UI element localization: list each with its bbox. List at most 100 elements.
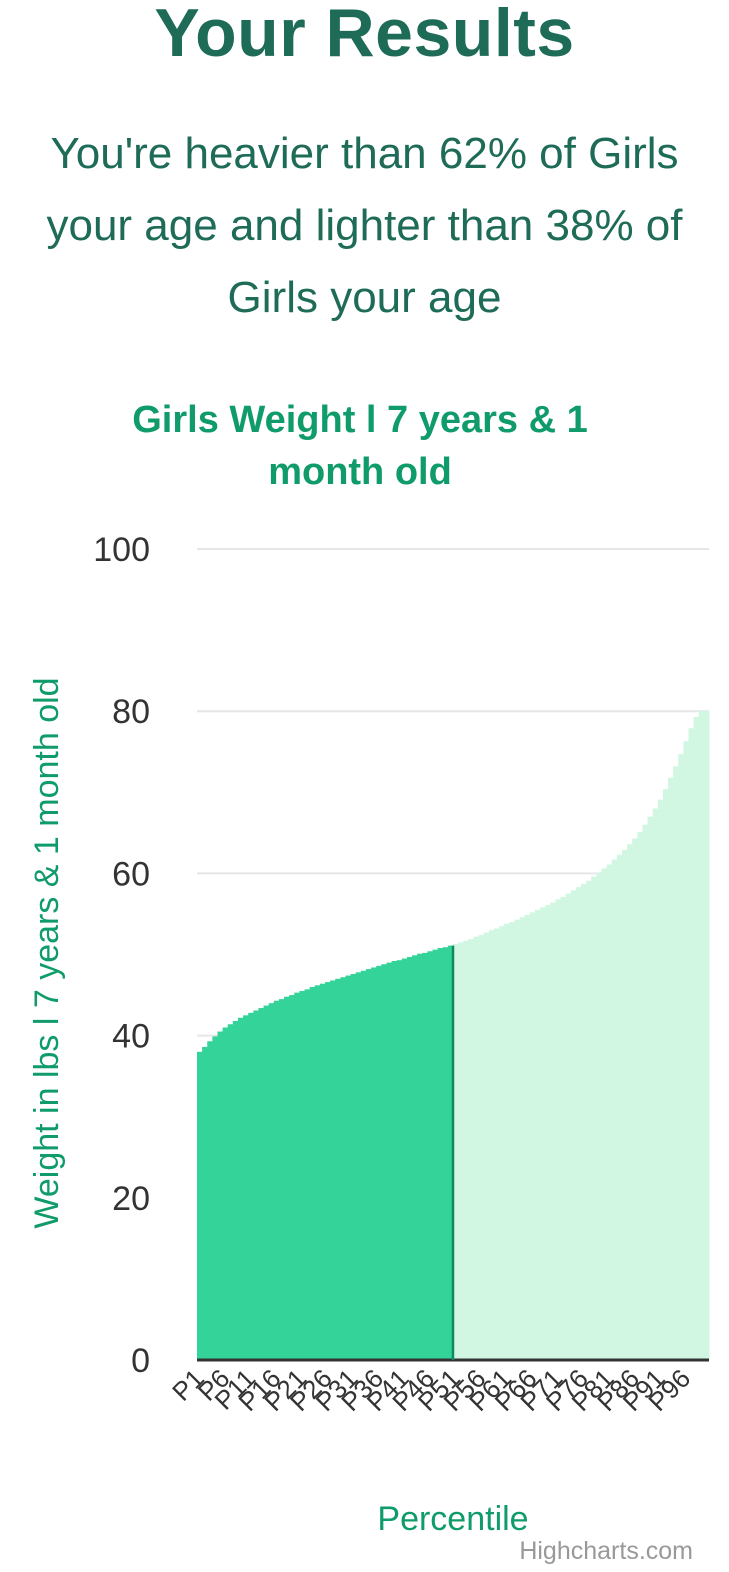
- bar-p56[interactable]: [478, 935, 485, 1360]
- bar-p50[interactable]: [447, 945, 454, 1360]
- bar-p16[interactable]: [273, 1000, 280, 1360]
- bar-p81[interactable]: [606, 864, 613, 1360]
- bar-p91[interactable]: [657, 799, 664, 1360]
- bar-p67[interactable]: [534, 909, 541, 1360]
- bar-p45[interactable]: [422, 952, 428, 1360]
- bar-p42[interactable]: [406, 956, 413, 1360]
- bar-p2[interactable]: [202, 1046, 208, 1360]
- bar-p14[interactable]: [263, 1005, 270, 1360]
- bar-p99[interactable]: [698, 711, 705, 1360]
- bar-p93[interactable]: [668, 777, 674, 1360]
- bar-p96[interactable]: [683, 741, 690, 1360]
- bar-p40[interactable]: [396, 960, 403, 1360]
- bar-p44[interactable]: [417, 953, 423, 1360]
- bar-p48[interactable]: [437, 948, 444, 1360]
- bar-p78[interactable]: [591, 876, 597, 1360]
- bar-p60[interactable]: [499, 926, 505, 1360]
- bar-p70[interactable]: [550, 902, 556, 1360]
- bar-p62[interactable]: [509, 922, 516, 1360]
- bar-p32[interactable]: [355, 972, 362, 1360]
- bar-p30[interactable]: [345, 975, 352, 1360]
- bar-p64[interactable]: [519, 917, 526, 1360]
- bar-p25[interactable]: [319, 983, 326, 1360]
- bar-p31[interactable]: [350, 973, 357, 1360]
- bar-p4[interactable]: [212, 1036, 219, 1360]
- bar-p79[interactable]: [596, 872, 603, 1360]
- bar-p1[interactable]: [197, 1051, 203, 1360]
- bar-p69[interactable]: [545, 905, 551, 1360]
- bar-p19[interactable]: [289, 995, 295, 1360]
- bar-p8[interactable]: [232, 1021, 239, 1360]
- bar-p97[interactable]: [688, 728, 695, 1360]
- bar-p37[interactable]: [381, 964, 388, 1360]
- bar-p57[interactable]: [483, 932, 490, 1360]
- bar-p39[interactable]: [391, 960, 398, 1360]
- bar-p59[interactable]: [493, 928, 500, 1360]
- bar-p38[interactable]: [386, 962, 393, 1360]
- bar-p28[interactable]: [335, 978, 341, 1360]
- bar-p76[interactable]: [581, 883, 587, 1360]
- bar-p20[interactable]: [294, 992, 300, 1360]
- bar-p87[interactable]: [637, 832, 644, 1360]
- bar-p75[interactable]: [575, 887, 582, 1360]
- bar-p94[interactable]: [673, 766, 679, 1360]
- bar-p41[interactable]: [401, 958, 408, 1360]
- bar-p53[interactable]: [463, 940, 469, 1360]
- bar-p11[interactable]: [248, 1012, 254, 1360]
- bar-p100[interactable]: [703, 711, 710, 1360]
- bar-p98[interactable]: [693, 716, 700, 1360]
- bar-p29[interactable]: [340, 977, 347, 1360]
- bar-p68[interactable]: [540, 907, 546, 1360]
- bar-p18[interactable]: [284, 996, 290, 1360]
- bar-p71[interactable]: [555, 899, 562, 1360]
- bar-p21[interactable]: [299, 991, 306, 1360]
- bar-p34[interactable]: [365, 969, 372, 1360]
- bar-p66[interactable]: [529, 912, 536, 1360]
- bar-p58[interactable]: [488, 930, 495, 1360]
- bar-p33[interactable]: [360, 970, 367, 1360]
- bar-p7[interactable]: [227, 1024, 234, 1360]
- bar-p65[interactable]: [524, 914, 531, 1360]
- bar-p74[interactable]: [570, 890, 577, 1360]
- bar-p82[interactable]: [611, 859, 618, 1360]
- bar-p80[interactable]: [601, 868, 608, 1360]
- bar-p51[interactable]: [453, 943, 459, 1360]
- bar-p72[interactable]: [560, 896, 567, 1360]
- bar-p89[interactable]: [647, 816, 654, 1360]
- bar-p35[interactable]: [371, 967, 377, 1360]
- bar-p55[interactable]: [473, 936, 480, 1360]
- bar-p52[interactable]: [458, 942, 464, 1360]
- bar-p6[interactable]: [222, 1027, 229, 1360]
- bar-p61[interactable]: [504, 923, 510, 1360]
- bar-p49[interactable]: [442, 947, 449, 1360]
- bar-p10[interactable]: [243, 1015, 249, 1360]
- bar-p23[interactable]: [309, 986, 316, 1360]
- bar-p15[interactable]: [268, 1003, 275, 1360]
- bar-p95[interactable]: [678, 754, 684, 1360]
- bar-p90[interactable]: [652, 808, 659, 1360]
- bar-p77[interactable]: [586, 880, 592, 1360]
- bar-p17[interactable]: [278, 999, 285, 1360]
- bar-p22[interactable]: [304, 989, 311, 1360]
- highcharts-credit[interactable]: Highcharts.com: [519, 1537, 693, 1565]
- bar-p83[interactable]: [616, 854, 623, 1360]
- bar-p36[interactable]: [376, 965, 382, 1360]
- bar-p9[interactable]: [237, 1017, 244, 1360]
- bar-p85[interactable]: [627, 844, 633, 1360]
- bar-p27[interactable]: [330, 980, 336, 1360]
- bar-p26[interactable]: [325, 982, 331, 1360]
- bar-p86[interactable]: [632, 838, 638, 1360]
- bar-p43[interactable]: [412, 955, 418, 1360]
- bar-p73[interactable]: [565, 893, 572, 1360]
- bar-p63[interactable]: [514, 919, 521, 1360]
- bar-p47[interactable]: [432, 949, 439, 1360]
- bar-p3[interactable]: [207, 1041, 213, 1360]
- bar-p12[interactable]: [253, 1010, 260, 1360]
- bar-p24[interactable]: [314, 985, 321, 1360]
- bar-p88[interactable]: [642, 824, 649, 1360]
- bar-p13[interactable]: [258, 1008, 265, 1360]
- bar-p84[interactable]: [621, 849, 628, 1360]
- bar-p92[interactable]: [662, 789, 669, 1360]
- bar-p46[interactable]: [427, 951, 434, 1360]
- bar-p54[interactable]: [468, 939, 475, 1360]
